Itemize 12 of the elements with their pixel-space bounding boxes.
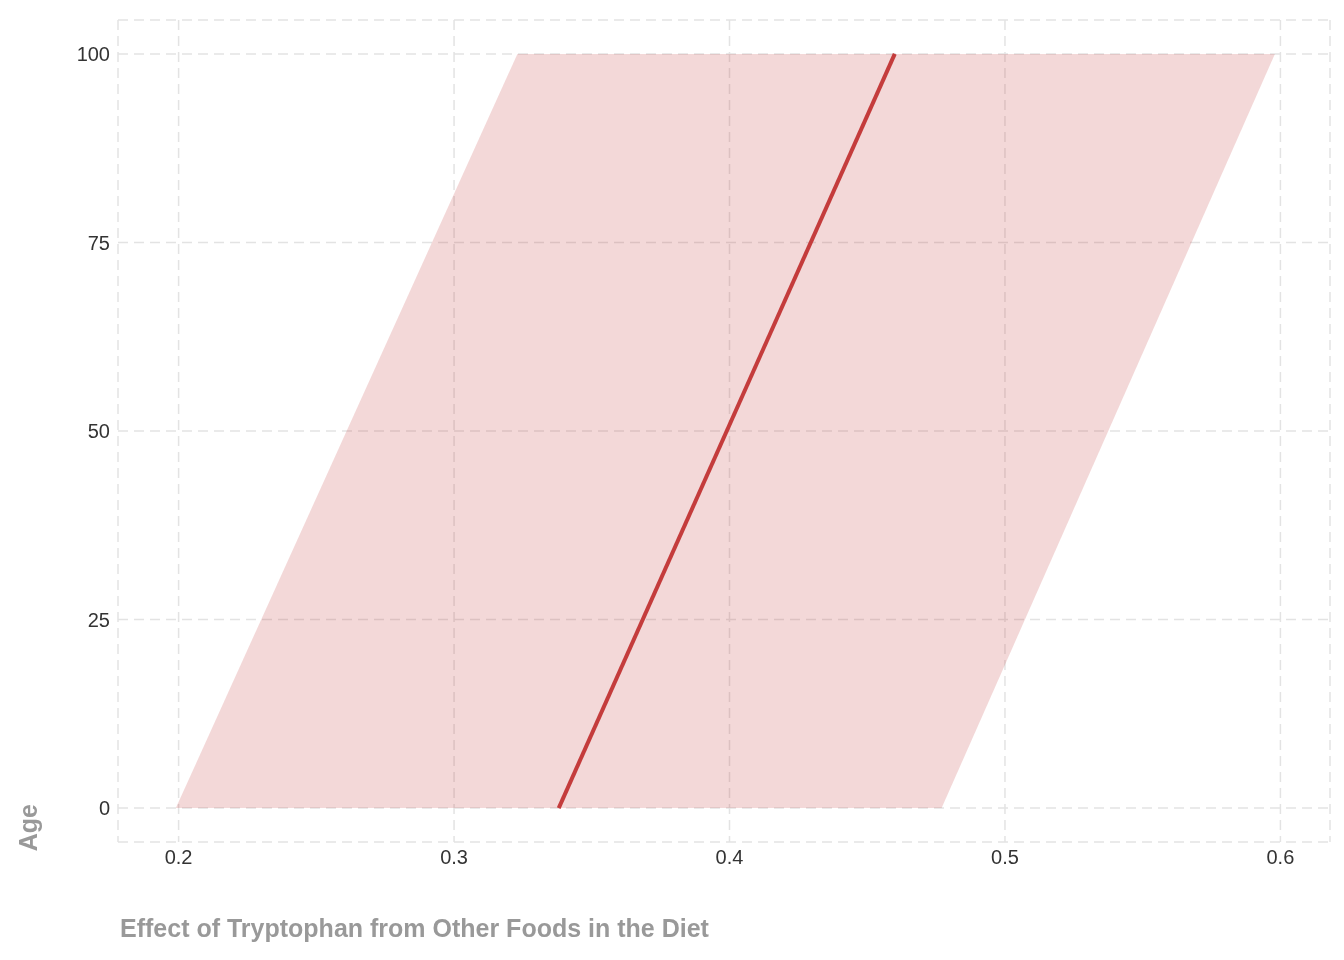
x-tick-label: 0.3 — [440, 846, 468, 869]
y-tick-label: 50 — [87, 420, 110, 443]
x-axis-title: Effect of Tryptophan from Other Foods in the Diet — [120, 914, 709, 943]
x-tick-label: 0.5 — [991, 846, 1019, 869]
y-axis-title: Age — [14, 804, 43, 852]
x-tick-label: 0.2 — [164, 846, 193, 869]
y-tick-label: 25 — [87, 608, 110, 631]
y-tick-label: 75 — [87, 231, 110, 254]
x-tick-label: 0.4 — [715, 846, 744, 869]
x-tick-label: 0.6 — [1266, 846, 1295, 869]
y-tick-label: 100 — [76, 43, 110, 66]
y-tick-label: 0 — [98, 797, 110, 820]
